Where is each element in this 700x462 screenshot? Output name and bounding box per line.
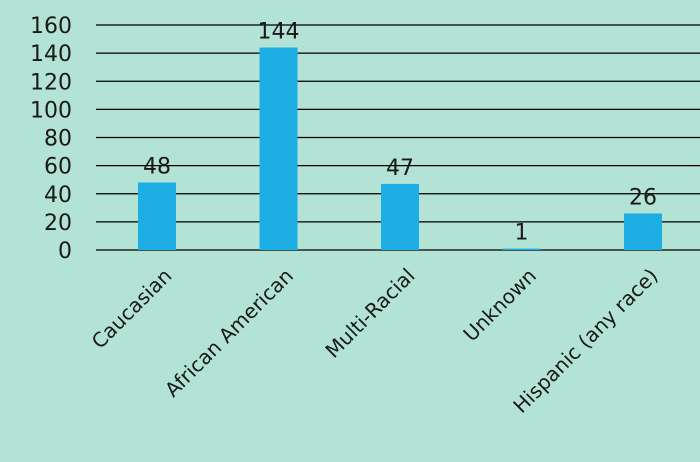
bar-african-american	[259, 47, 298, 250]
bars	[138, 47, 662, 250]
data-labels: 48 144 47 1 26	[143, 20, 657, 246]
y-tick-label: 40	[44, 183, 72, 208]
y-tick-label: 0	[58, 239, 72, 264]
y-axis-ticks: 0 20 40 60 80 100 120 140 160	[30, 14, 72, 264]
y-tick-label: 160	[30, 14, 72, 39]
bar-multi-racial	[381, 183, 419, 250]
y-tick-label: 20	[44, 211, 72, 236]
bar-unknown	[502, 248, 541, 250]
data-label: 1	[515, 221, 529, 246]
y-tick-label: 100	[30, 98, 72, 123]
bar-hispanic-any-race	[624, 213, 662, 250]
bar-caucasian	[138, 182, 176, 250]
y-tick-label: 60	[44, 155, 72, 180]
x-category-label: Multi-Racial	[320, 264, 419, 363]
y-tick-label: 80	[44, 127, 72, 152]
gridlines	[96, 24, 700, 251]
x-category-label: Caucasian	[87, 264, 177, 354]
y-tick-label: 140	[30, 42, 72, 67]
x-category-label: African American	[160, 264, 298, 402]
x-category-label: Unknown	[458, 264, 541, 347]
data-label: 144	[258, 20, 300, 45]
y-tick-label: 120	[30, 70, 72, 95]
data-label: 47	[386, 156, 414, 181]
data-label: 48	[143, 155, 171, 180]
data-label: 26	[629, 185, 657, 210]
